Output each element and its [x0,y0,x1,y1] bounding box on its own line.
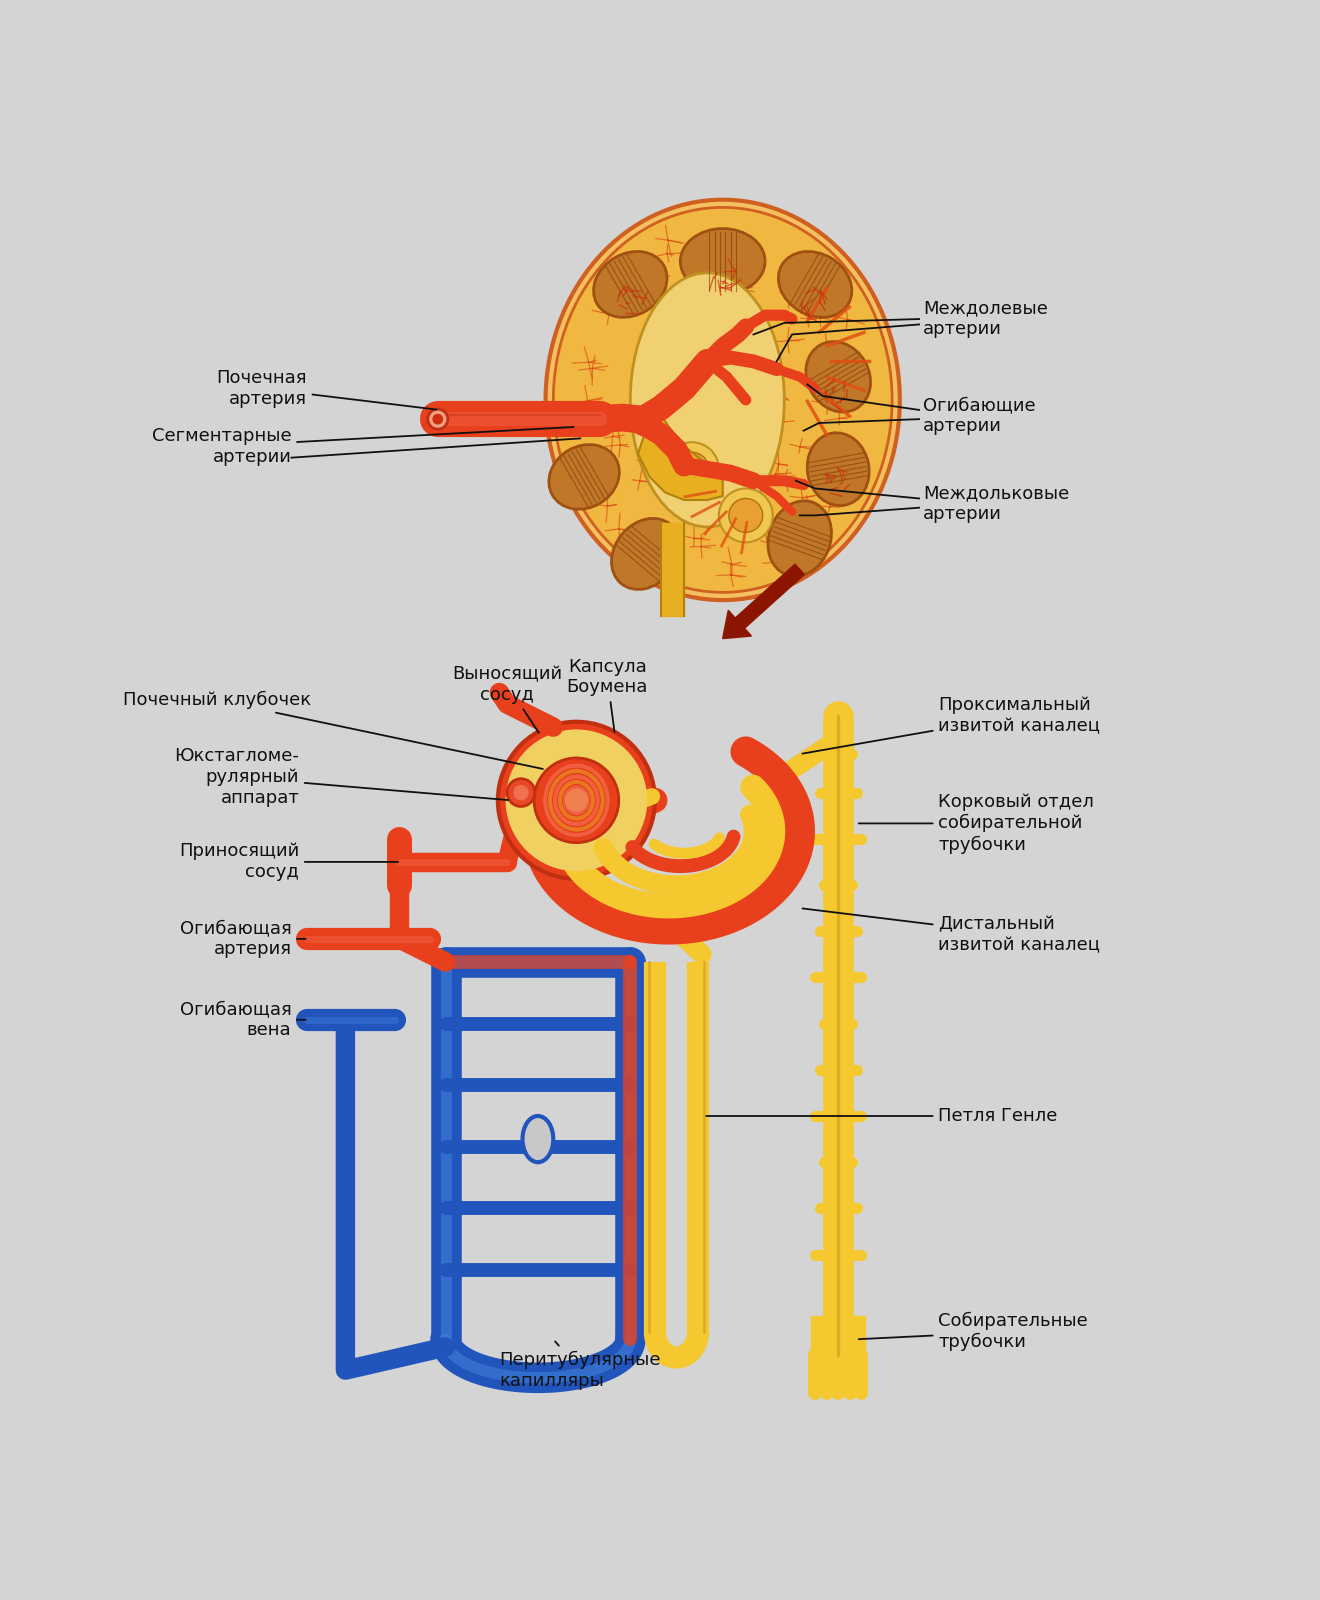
Ellipse shape [553,208,892,592]
Text: Почечная
артерия: Почечная артерия [216,370,437,410]
Circle shape [513,786,529,800]
Text: Проксимальный
извитой каналец: Проксимальный извитой каналец [803,696,1101,754]
FancyArrow shape [723,565,804,638]
Ellipse shape [768,501,832,576]
Text: Собирательные
трубочки: Собирательные трубочки [859,1312,1088,1352]
Ellipse shape [549,445,619,509]
Text: Дистальный
извитой каналец: Дистальный извитой каналец [803,909,1101,955]
Circle shape [675,453,709,486]
Text: Сегментарные
артерии: Сегментарные артерии [152,427,574,466]
Ellipse shape [523,1117,553,1162]
Text: Междольковые
артерии: Междольковые артерии [923,485,1069,523]
Circle shape [428,410,447,429]
Circle shape [729,499,763,533]
Text: Перитубулярные
капилляры: Перитубулярные капилляры [499,1341,661,1390]
Circle shape [506,730,647,870]
Text: Междолевые
артерии: Междолевые артерии [923,299,1048,339]
Text: Огибающая
вена: Огибающая вена [180,1000,306,1038]
Text: Почечный клубочек: Почечный клубочек [123,691,543,770]
Text: Выносящий
сосуд: Выносящий сосуд [451,666,562,733]
Ellipse shape [631,274,784,526]
Text: Капсула
Боумена: Капсула Боумена [566,658,648,733]
Text: Петля Генле: Петля Генле [706,1107,1057,1125]
Ellipse shape [594,251,667,317]
Text: Огибающие
артерии: Огибающие артерии [923,395,1035,435]
Text: Приносящий
сосуд: Приносящий сосуд [180,843,399,882]
Ellipse shape [808,432,869,506]
Circle shape [498,722,655,878]
Circle shape [535,758,619,843]
Ellipse shape [680,229,766,294]
Circle shape [507,779,535,806]
Ellipse shape [805,341,871,413]
Circle shape [433,414,444,424]
Polygon shape [638,416,723,499]
Text: Юкстагломе-
рулярный
аппарат: Юкстагломе- рулярный аппарат [174,747,508,806]
Text: Корковый отдел
собирательной
трубочки: Корковый отдел собирательной трубочки [859,794,1094,853]
Text: Огибающая
артерия: Огибающая артерия [180,920,306,958]
Circle shape [565,789,587,811]
Circle shape [719,488,772,542]
Circle shape [665,442,719,496]
Ellipse shape [545,200,900,600]
Ellipse shape [611,518,680,589]
Ellipse shape [779,251,851,317]
